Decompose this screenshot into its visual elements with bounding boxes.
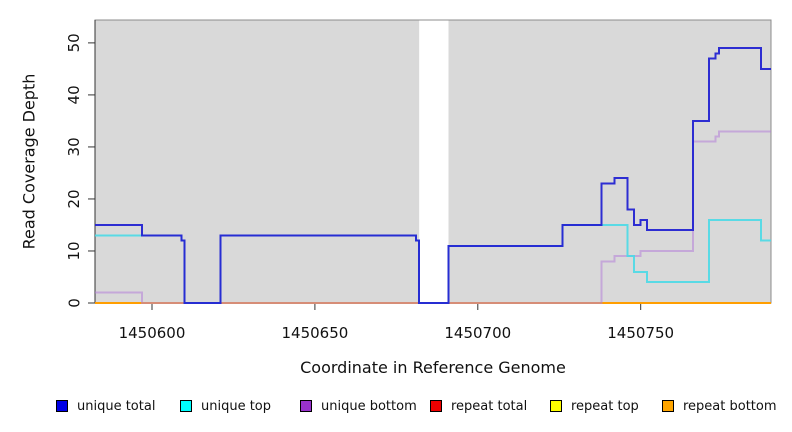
legend-label: repeat total bbox=[451, 398, 528, 414]
legend-swatch-repeat-top bbox=[550, 400, 562, 412]
legend-label: repeat bottom bbox=[683, 398, 777, 414]
legend-label: unique top bbox=[201, 398, 272, 414]
legend-label: repeat top bbox=[571, 398, 639, 414]
legend-swatch-unique-total bbox=[56, 400, 68, 412]
legend-item-repeat-top: repeat top bbox=[550, 396, 639, 416]
legend-item-repeat-total: repeat total bbox=[430, 396, 527, 416]
series-line-unique-bottom bbox=[95, 130, 771, 304]
y-tick-label: 40 bbox=[65, 85, 83, 104]
legend-swatch-repeat-bottom bbox=[662, 400, 674, 412]
masked-region bbox=[419, 10, 449, 303]
x-tick-label: 1450750 bbox=[607, 324, 674, 342]
y-tick-label: 10 bbox=[65, 241, 83, 260]
legend-swatch-unique-bottom bbox=[300, 400, 312, 412]
legend-item-unique-total: unique total bbox=[56, 396, 155, 416]
legend-item-repeat-bottom: repeat bottom bbox=[662, 396, 777, 416]
coverage-chart: 1450600 1450650 1450700 1450750 0 10 20 30 40 50 bbox=[65, 10, 772, 342]
y-tick-label: 20 bbox=[65, 189, 83, 208]
x-tick-label: 1450600 bbox=[119, 324, 186, 342]
legend-item-unique-bottom: unique bottom bbox=[300, 396, 417, 416]
y-tick-label: 50 bbox=[65, 33, 83, 52]
legend-item-unique-top: unique top bbox=[180, 396, 271, 416]
series-line-unique-total bbox=[95, 47, 771, 304]
legend-swatch-repeat-total bbox=[430, 400, 442, 412]
y-tick-label: 0 bbox=[65, 298, 83, 308]
x-tick-label: 1450650 bbox=[281, 324, 348, 342]
y-tick-label: 30 bbox=[65, 137, 83, 156]
y-axis-title: Read Coverage Depth bbox=[19, 73, 39, 250]
legend: unique total unique top unique bottom re… bbox=[0, 396, 792, 420]
x-axis-title: Coordinate in Reference Genome bbox=[300, 358, 566, 377]
legend-label: unique total bbox=[77, 398, 156, 414]
x-tick-label: 1450700 bbox=[444, 324, 511, 342]
legend-swatch-unique-top bbox=[180, 400, 192, 412]
legend-label: unique bottom bbox=[321, 398, 417, 414]
